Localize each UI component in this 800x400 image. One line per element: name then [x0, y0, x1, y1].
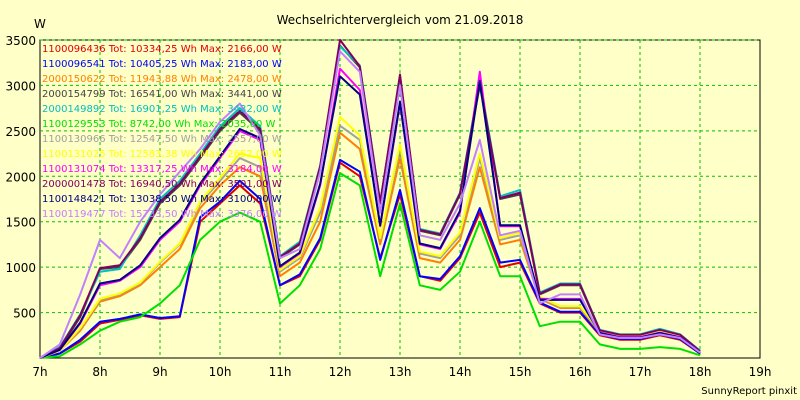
- legend-entry-1100131025: 1100131025 Tot: 12583,38 Wh Max: 2652,00…: [42, 149, 282, 160]
- x-tick-label: 10h: [209, 365, 232, 379]
- legend-entry-2000149892: 2000149892 Tot: 16901,25 Wh Max: 3432,00…: [42, 104, 282, 115]
- y-tick-label: 1000: [5, 261, 36, 275]
- series-line-1100119477: [39, 50, 701, 359]
- legend-entry-2000150622: 2000150622 Tot: 11943,88 Wh Max: 2478,00…: [42, 74, 282, 85]
- y-tick-label: 2500: [5, 125, 36, 139]
- legend-entry-1100131074: 1100131074 Tot: 13317,25 Wh Max: 3184,00…: [42, 164, 282, 175]
- y-tick-label: 2000: [5, 170, 36, 184]
- x-tick-label: 17h: [629, 365, 652, 379]
- x-tick-label: 11h: [269, 365, 292, 379]
- legend-entry-1100096436: 1100096436 Tot: 10334,25 Wh Max: 2166,00…: [42, 44, 282, 55]
- x-tick-label: 16h: [569, 365, 592, 379]
- x-tick-label: 19h: [749, 365, 772, 379]
- series-line-1100096541: [39, 158, 701, 359]
- legend-entry-1100119477: 1100119477 Tot: 15733,50 Wh Max: 3376,00…: [42, 209, 282, 220]
- legend: 1100096436 Tot: 10334,25 Wh Max: 2166,00…: [42, 44, 282, 220]
- footer-credit: SunnyReport pinxit: [701, 386, 797, 397]
- legend-entry-1100148421: 1100148421 Tot: 13038,50 Wh Max: 3100,00…: [42, 194, 282, 205]
- x-axis-ticks: 7h 8h 9h 10h 11h 12h 13h 14h 15h 16h 17h 18h 19h: [32, 365, 771, 379]
- x-tick-label: 15h: [509, 365, 532, 379]
- legend-entry-2000001478: 2000001478 Tot: 16940,50 Wh Max: 3501,00…: [42, 179, 282, 190]
- series-line-1100131025: [39, 116, 701, 359]
- series-line-1100129553: [39, 172, 701, 359]
- y-tick-label: 3000: [5, 79, 36, 93]
- series-line-2000001478: [39, 38, 701, 359]
- x-tick-label: 13h: [389, 365, 412, 379]
- x-tick-label: 9h: [152, 365, 167, 379]
- y-tick-label: 1500: [5, 216, 36, 230]
- legend-entry-1100096541: 1100096541 Tot: 10405,25 Wh Max: 2183,00…: [42, 59, 282, 70]
- y-tick-label: 500: [13, 307, 36, 321]
- x-tick-label: 7h: [32, 365, 47, 379]
- legend-entry-1100130966: 1100130966 Tot: 12547,50 Wh Max: 2557,00…: [42, 134, 282, 145]
- x-tick-label: 8h: [92, 365, 107, 379]
- x-tick-label: 14h: [449, 365, 472, 379]
- series-lines: [39, 38, 701, 359]
- chart-title: Wechselrichtervergleich vom 21.09.2018: [277, 13, 524, 27]
- legend-entry-1100129553: 1100129553 Tot: 8742,00 Wh Max: 2035,00 …: [42, 119, 275, 130]
- y-axis-ticks: 500 1000 1500 2000 2500 3000 3500: [5, 34, 36, 321]
- y-tick-label: 3500: [5, 34, 36, 48]
- legend-entry-2000154799: 2000154799 Tot: 16541,00 Wh Max: 3441,00…: [42, 89, 282, 100]
- x-tick-label: 18h: [689, 365, 712, 379]
- y-axis-unit-label: W: [34, 17, 46, 31]
- x-tick-label: 12h: [329, 365, 352, 379]
